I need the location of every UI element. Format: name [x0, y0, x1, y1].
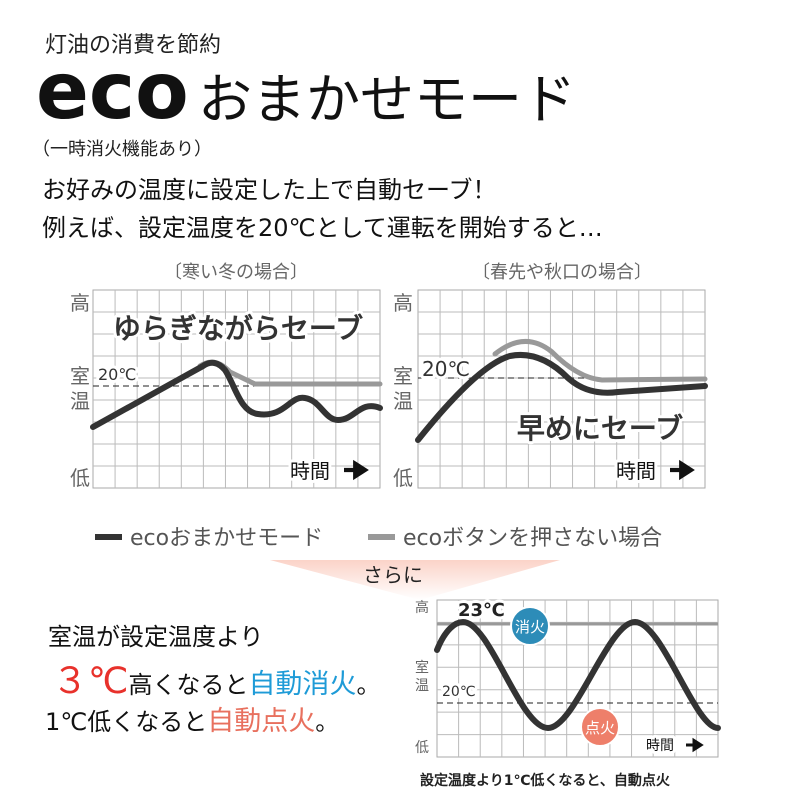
further: さらに [363, 563, 423, 587]
curve [492, 339, 708, 383]
highlight: ３℃ [52, 661, 128, 702]
subtitle: 灯油の消費を節約 [45, 33, 221, 58]
axis-label: 温 [70, 389, 90, 413]
highlight: 自動点火 [207, 706, 315, 737]
axis-label: 高 [70, 291, 90, 315]
title: おまかせモード [198, 68, 576, 131]
curve [434, 618, 721, 732]
setpoint: 20℃ [422, 357, 470, 381]
setpoint: 20℃ [442, 684, 476, 700]
time-label: 時間 [290, 459, 330, 483]
axis-label: 室 [393, 364, 413, 388]
text: 1℃低くなると [45, 708, 207, 736]
arrow [344, 459, 369, 481]
caption: 〔寒い冬の場合〕 [164, 262, 308, 283]
legend-entry: ecoおまかせモード [130, 526, 323, 551]
axis-label: 低 [393, 466, 413, 490]
detail-text: 1℃低くなると自動点火。 [45, 706, 339, 737]
text: 。 [315, 708, 339, 736]
axis-label: 高 [415, 599, 429, 616]
frame [436, 599, 719, 758]
time-label: 時間 [616, 459, 656, 483]
arrow [670, 459, 695, 481]
detail-text: 室温が設定温度より [48, 623, 264, 651]
curve [90, 359, 383, 430]
axis-label: 低 [70, 466, 90, 490]
caption: 設定温度より1℃低くなると、自動点火 [420, 772, 671, 789]
badge-label: 点火 [585, 719, 615, 737]
text: 。 [356, 671, 380, 699]
caption: 〔春先や秋口の場合〕 [472, 262, 652, 283]
axis-label: 温 [415, 678, 429, 694]
axis-label: 高 [393, 291, 413, 315]
curve [415, 352, 708, 443]
fan [270, 560, 560, 600]
note: （一時消火機能あり） [32, 139, 212, 160]
badge [510, 606, 550, 646]
mode-label: ゆらぎながらセーブ [113, 312, 363, 345]
intro: お好みの温度に設定した上で自動セーブ！ [42, 176, 497, 204]
detail-text: ３℃高くなると自動消火。 [52, 661, 380, 702]
title-eco: eco [36, 47, 189, 137]
setpoint: 20℃ [98, 365, 136, 384]
mode-label: 早めにセーブ [517, 412, 683, 445]
time-label: 時間 [646, 738, 674, 754]
intro: 例えば、設定温度を20℃として運転を開始すると… [42, 214, 603, 242]
axis-label: 室 [415, 659, 429, 676]
axis-label: 低 [415, 740, 429, 756]
highlight: 自動消火 [248, 669, 356, 700]
arrow [686, 737, 704, 753]
badge [580, 707, 620, 747]
text: 高くなると [128, 671, 248, 699]
legend-entry: ecoボタンを押さない場合 [403, 526, 662, 551]
axis-label: 室 [70, 364, 90, 388]
badge-label: 消火 [515, 618, 545, 636]
peak: 23℃ [458, 600, 505, 621]
axis-label: 温 [393, 389, 413, 413]
